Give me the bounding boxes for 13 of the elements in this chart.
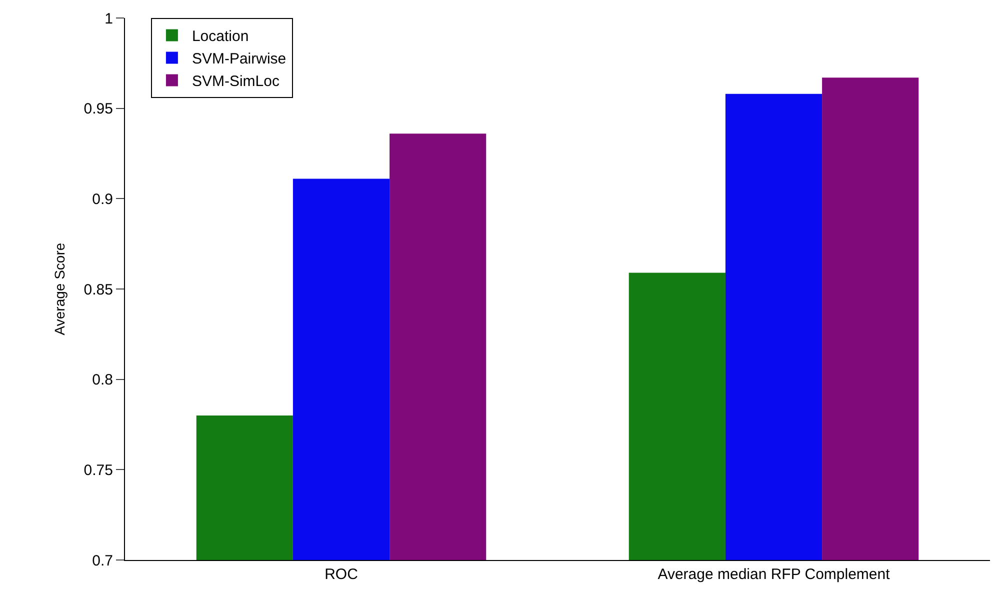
- y-axis-title: Average Score: [51, 242, 68, 336]
- y-tick-label: 0.9: [92, 190, 113, 208]
- x-tick-label: Average median RFP Complement: [658, 566, 891, 583]
- x-tick-label: ROC: [324, 566, 358, 583]
- y-tick-label: 1: [104, 10, 113, 28]
- legend-label: Location: [192, 28, 249, 46]
- y-tick-label: 0.8: [92, 372, 113, 389]
- y-tick-label: 0.7: [92, 552, 113, 570]
- y-tick-label: 0.85: [84, 281, 113, 298]
- legend-label: SVM-SimLoc: [192, 73, 280, 90]
- y-tick-label: 0.75: [84, 462, 113, 479]
- legend-label: SVM-Pairwise: [192, 50, 286, 68]
- y-tick-label: 0.95: [84, 100, 113, 118]
